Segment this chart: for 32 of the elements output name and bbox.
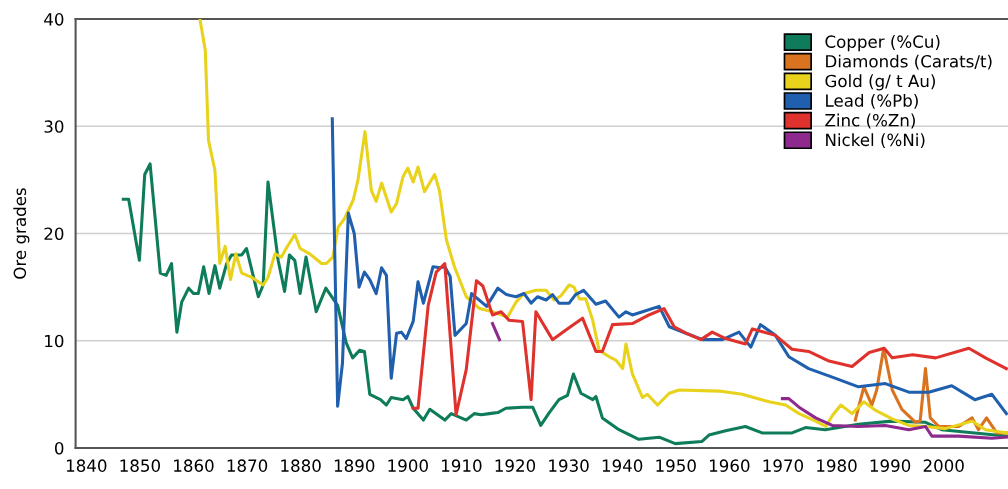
x-tick-label: 1880 xyxy=(281,459,321,472)
legend-label: Copper (%Cu) xyxy=(825,35,940,52)
y-tick-label: 10 xyxy=(45,334,64,348)
x-tick-label: 1970 xyxy=(763,459,804,472)
x-tick-label: 1960 xyxy=(709,459,750,472)
x-tick-label: 1940 xyxy=(602,459,643,472)
y-axis-title: Ore grades xyxy=(13,188,30,279)
line-series xyxy=(198,19,1008,435)
x-tick-label: 1840 xyxy=(66,459,107,472)
x-tick-label: 1950 xyxy=(656,459,696,472)
y-tick-label: 20 xyxy=(44,227,64,241)
x-tick-label: 1900 xyxy=(388,459,428,472)
legend-label: Lead (%Pb) xyxy=(826,93,918,109)
x-tick-label: 1890 xyxy=(334,459,375,472)
y-tick-label: 30 xyxy=(44,120,64,133)
x-tick-label: 1920 xyxy=(495,459,536,472)
legend-label: Gold (g/ t Au) xyxy=(825,74,935,91)
x-tick-label: 1990 xyxy=(870,459,911,472)
x-tick-label: 1850 xyxy=(120,459,160,472)
line-series xyxy=(411,261,1008,417)
line-series xyxy=(121,162,1008,446)
x-tick-label: 1910 xyxy=(442,459,482,472)
x-tick-label: 1860 xyxy=(174,459,214,472)
legend-label: Nickel (%Ni) xyxy=(826,133,925,149)
x-tick-label: 1980 xyxy=(817,459,857,472)
legend-label: Zinc (%Zn) xyxy=(825,113,915,129)
x-tick-label: 1930 xyxy=(549,459,589,472)
y-tick-label: 0 xyxy=(54,441,64,455)
x-tick-label: 1870 xyxy=(227,459,268,472)
x-tick-label: 2000 xyxy=(923,459,964,472)
legend-label: Diamonds (Carats/t) xyxy=(826,54,992,70)
y-tick-label: 40 xyxy=(44,13,64,26)
